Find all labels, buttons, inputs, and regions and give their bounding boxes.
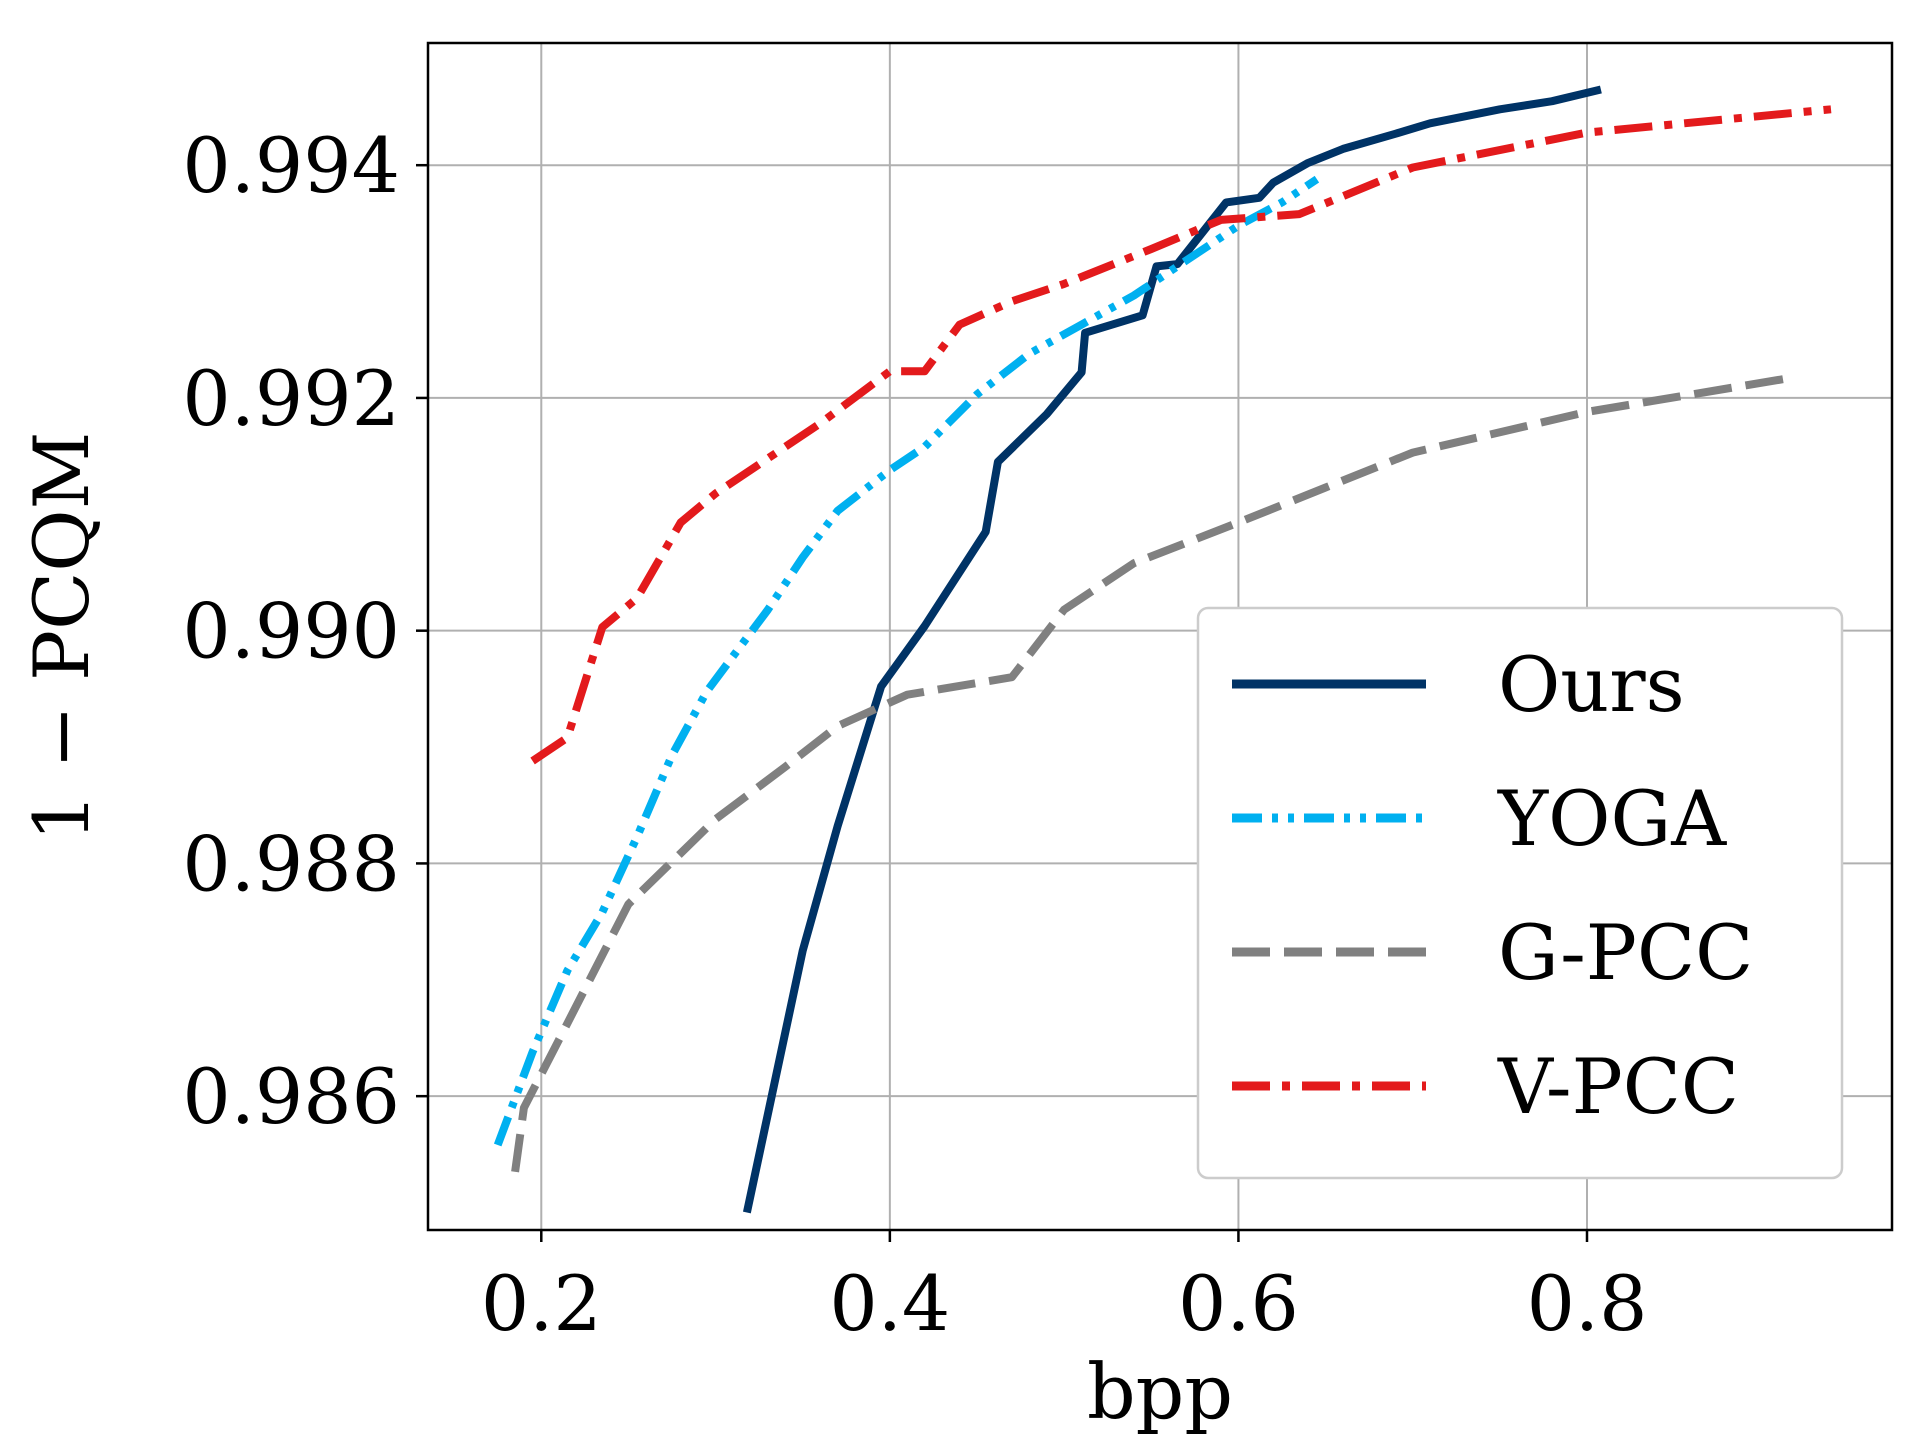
x-tick-label: 0.2 (481, 1259, 602, 1348)
y-tick-label: 0.992 (182, 354, 400, 443)
grid (428, 43, 1892, 1230)
y-tick-label: 0.990 (182, 587, 400, 676)
series-layer (493, 85, 1832, 1214)
legend-box (1196, 606, 1844, 1180)
legend-label: YOGA (1497, 774, 1727, 863)
legend-label: Ours (1498, 640, 1685, 729)
y-tick-label: 0.986 (182, 1052, 400, 1141)
series-line-ours (742, 85, 1602, 1214)
series-line-yoga (493, 175, 1320, 1147)
y-tick-label: 0.994 (182, 121, 400, 210)
x-axis-label: bpp (1087, 1347, 1233, 1436)
x-axis-ticks: 0.2 0.4 0.6 0.8 (481, 1230, 1648, 1348)
legend: Ours YOGA G-PCC V-PCC (1196, 606, 1844, 1180)
x-tick-label: 0.4 (829, 1259, 950, 1348)
y-axis-label: 1 − PCQM (17, 432, 106, 842)
x-tick-label: 0.8 (1527, 1259, 1648, 1348)
legend-label: V-PCC (1497, 1042, 1739, 1131)
x-tick-label: 0.6 (1178, 1259, 1299, 1348)
legend-label: G-PCC (1498, 908, 1753, 997)
series-line-v-pcc (530, 105, 1832, 765)
y-tick-label: 0.988 (182, 819, 400, 908)
plot-frame (426, 41, 1894, 1232)
y-axis-ticks: 0.986 0.988 0.990 0.992 0.994 (182, 121, 428, 1141)
series-line-g-pcc (511, 373, 1797, 1173)
